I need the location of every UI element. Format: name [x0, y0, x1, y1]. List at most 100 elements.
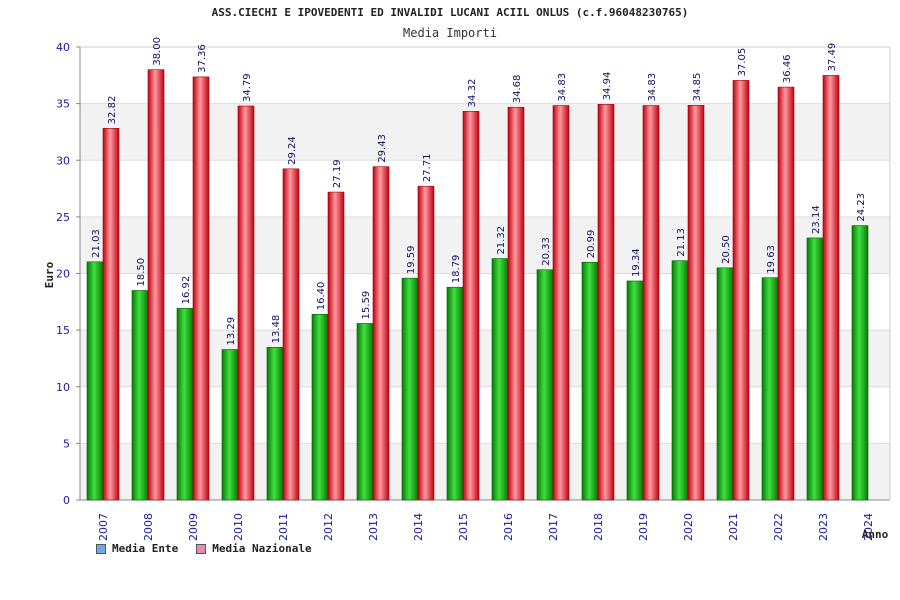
bar-media-nazionale-2010 — [237, 105, 255, 501]
bar-media-nazionale-2009 — [192, 76, 210, 501]
data-label-media-ente-2024: 24.23 — [856, 193, 867, 222]
grid-band — [80, 47, 890, 104]
data-label-media-ente-2014: 19.59 — [406, 246, 417, 275]
legend-label-media-nazionale: Media Nazionale — [212, 542, 312, 555]
bar-media-nazionale-2008 — [147, 69, 165, 501]
bar-media-nazionale-2021 — [732, 80, 750, 501]
bar-media-nazionale-2012 — [327, 191, 345, 501]
chart-title: ASS.CIECHI E IPOVEDENTI ED INVALIDI LUCA… — [212, 6, 689, 19]
bar-media-ente-2017 — [536, 269, 554, 501]
legend-swatch-media-ente — [96, 543, 106, 554]
data-label-media-ente-2008: 18.50 — [136, 258, 147, 287]
data-label-media-nazionale-2010: 34.79 — [242, 73, 253, 102]
data-label-media-nazionale-2015: 34.32 — [467, 79, 478, 108]
data-label-media-nazionale-2023: 37.49 — [827, 43, 838, 72]
y-tick-label: 40 — [56, 41, 70, 54]
x-axis-label: Anno — [862, 528, 889, 541]
bar-media-ente-2020 — [671, 260, 689, 501]
x-tick-label-2021: 2021 — [727, 513, 740, 541]
bar-media-ente-2021 — [716, 267, 734, 501]
x-tick-label-2014: 2014 — [412, 513, 425, 541]
data-label-media-ente-2007: 21.03 — [91, 229, 102, 258]
data-label-media-ente-2009: 16.92 — [181, 276, 192, 305]
bar-media-nazionale-2015 — [462, 111, 480, 501]
grid-band — [80, 386, 890, 444]
grid-band — [80, 443, 890, 500]
bar-media-ente-2024 — [851, 225, 869, 501]
data-label-media-ente-2016: 21.32 — [496, 226, 507, 255]
bar-media-nazionale-2007 — [102, 128, 120, 501]
bar-media-nazionale-2018 — [597, 104, 615, 501]
bar-media-ente-2009 — [176, 308, 194, 501]
data-label-media-nazionale-2011: 29.24 — [287, 136, 298, 165]
bar-media-nazionale-2023 — [822, 75, 840, 501]
data-label-media-ente-2019: 19.34 — [631, 248, 642, 277]
grid-band — [80, 330, 890, 387]
y-tick-label: 5 — [63, 437, 70, 450]
bar-media-nazionale-2013 — [372, 166, 390, 501]
data-label-media-nazionale-2022: 36.46 — [782, 54, 793, 83]
bar-media-nazionale-2022 — [777, 86, 795, 501]
legend-swatch-media-nazionale — [196, 543, 207, 554]
x-tick-label-2018: 2018 — [592, 513, 605, 541]
y-tick-label: 10 — [56, 381, 70, 394]
bar-media-ente-2016 — [491, 258, 509, 501]
data-label-media-ente-2015: 18.79 — [451, 255, 462, 284]
x-tick-label-2020: 2020 — [682, 513, 695, 541]
y-axis-label: Euro — [43, 261, 56, 288]
data-label-media-nazionale-2018: 34.94 — [602, 72, 613, 101]
x-tick-label-2016: 2016 — [502, 513, 515, 541]
data-label-media-ente-2011: 13.48 — [271, 315, 282, 344]
data-label-media-nazionale-2014: 27.71 — [422, 154, 433, 183]
data-label-media-nazionale-2008: 38.00 — [152, 37, 163, 66]
bar-media-ente-2015 — [446, 286, 464, 501]
data-label-media-ente-2010: 13.29 — [226, 317, 237, 346]
x-tick-label-2019: 2019 — [637, 513, 650, 541]
y-tick-label: 25 — [56, 211, 70, 224]
bar-media-nazionale-2016 — [507, 106, 525, 501]
x-tick-label-2022: 2022 — [772, 513, 785, 541]
x-tick-label-2017: 2017 — [547, 513, 560, 541]
bar-media-ente-2023 — [806, 237, 824, 501]
bar-media-nazionale-2017 — [552, 105, 570, 501]
data-label-media-nazionale-2013: 29.43 — [377, 134, 388, 163]
bar-media-ente-2019 — [626, 280, 644, 501]
data-label-media-nazionale-2021: 37.05 — [737, 48, 748, 77]
data-label-media-ente-2012: 16.40 — [316, 282, 327, 311]
bar-media-ente-2008 — [131, 290, 149, 501]
data-label-media-ente-2017: 20.33 — [541, 237, 552, 266]
legend: Media Ente Media Nazionale — [96, 542, 312, 555]
grid-band — [80, 103, 890, 161]
x-tick-label-2024: 2024 — [862, 513, 875, 541]
x-tick-label-2007: 2007 — [97, 513, 110, 541]
grid-band — [80, 273, 890, 331]
bar-media-ente-2011 — [266, 347, 284, 501]
x-tick-label-2008: 2008 — [142, 513, 155, 541]
x-tick-label-2012: 2012 — [322, 513, 335, 541]
bar-media-ente-2007 — [86, 261, 104, 501]
chart-subtitle: Media Importi — [403, 26, 497, 40]
y-tick-label: 15 — [56, 324, 70, 337]
legend-item-media-nazionale: Media Nazionale — [196, 542, 312, 555]
data-label-media-nazionale-2012: 27.19 — [332, 159, 343, 188]
y-tick-label: 20 — [56, 268, 70, 281]
grid-band — [80, 216, 890, 274]
legend-item-media-ente: Media Ente — [96, 542, 178, 555]
x-tick-label-2009: 2009 — [187, 513, 200, 541]
data-label-media-ente-2021: 20.50 — [721, 235, 732, 264]
y-tick-label: 0 — [63, 494, 70, 507]
data-label-media-ente-2022: 19.63 — [766, 245, 777, 274]
data-label-media-ente-2023: 23.14 — [811, 205, 822, 234]
data-label-media-nazionale-2017: 34.83 — [557, 73, 568, 102]
bar-media-nazionale-2020 — [687, 105, 705, 501]
data-label-media-nazionale-2020: 34.85 — [692, 73, 703, 102]
x-tick-label-2011: 2011 — [277, 513, 290, 541]
x-tick-label-2023: 2023 — [817, 513, 830, 541]
data-label-media-nazionale-2016: 34.68 — [512, 75, 523, 104]
bar-media-ente-2014 — [401, 277, 419, 501]
data-label-media-ente-2013: 15.59 — [361, 291, 372, 320]
legend-label-media-ente: Media Ente — [112, 542, 179, 555]
bar-media-ente-2012 — [311, 313, 329, 501]
bar-media-nazionale-2019 — [642, 105, 660, 501]
